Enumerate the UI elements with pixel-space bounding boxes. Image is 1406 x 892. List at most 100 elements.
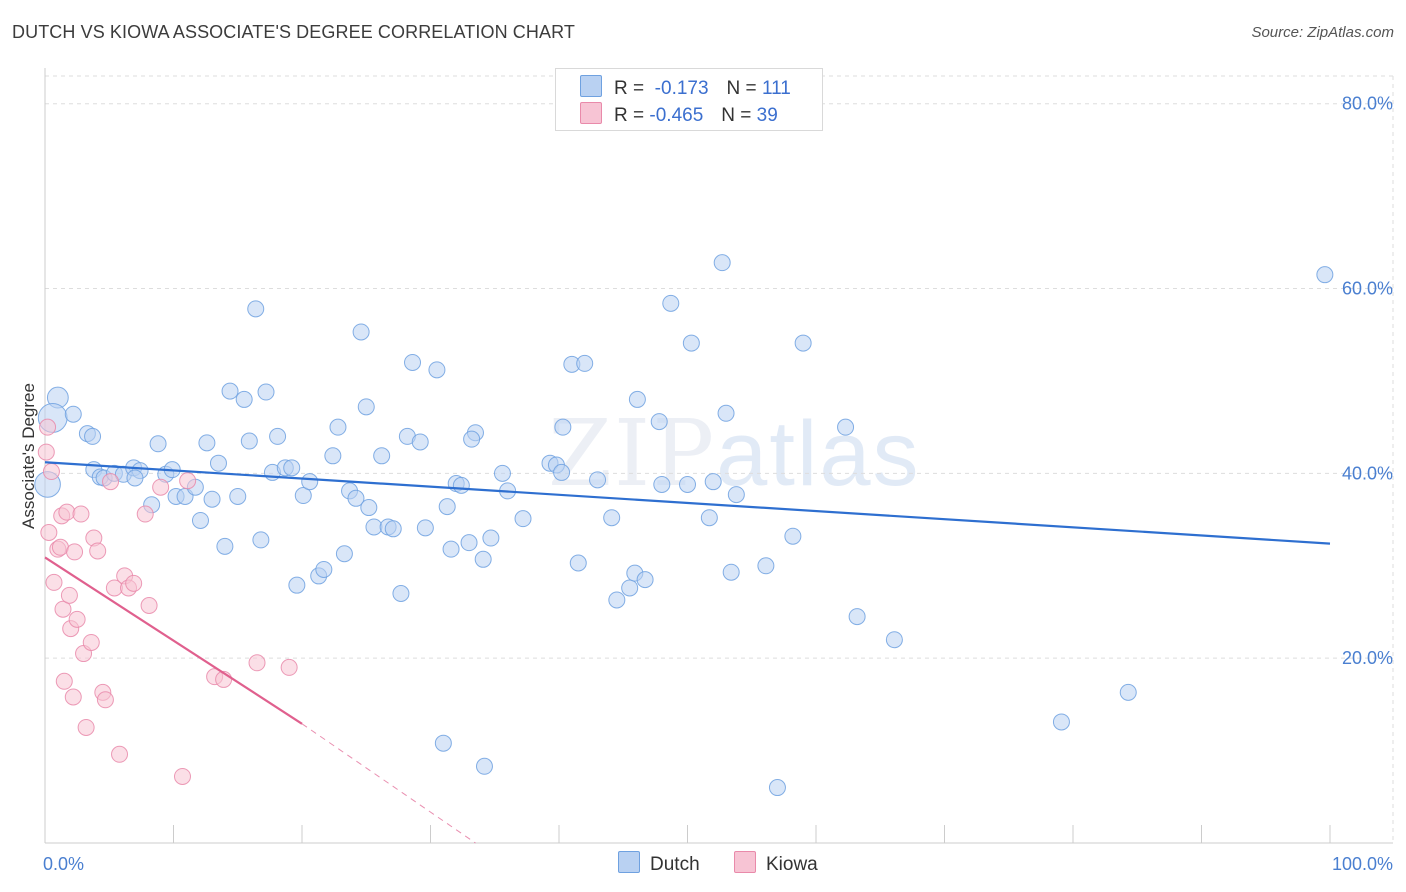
dutch-point	[463, 430, 481, 448]
y-tick-label: 20.0%	[1342, 648, 1393, 668]
dutch-point	[404, 353, 422, 371]
kiowa-point	[64, 688, 82, 706]
dutch-point	[727, 486, 745, 504]
dutch-point	[126, 469, 144, 487]
dutch-point	[682, 334, 700, 352]
kiowa-trend-extension	[301, 723, 476, 844]
dutch-point	[269, 427, 287, 445]
y-axis-label: Associate's Degree	[19, 383, 38, 529]
kiowa-point	[173, 767, 191, 785]
y-tick-label: 40.0%	[1342, 463, 1393, 483]
dutch-trend-line	[44, 461, 1331, 545]
kiowa-point	[51, 538, 69, 556]
kiowa-point	[40, 524, 58, 542]
dutch-point	[84, 427, 102, 445]
bottom-legend-dutch: Dutch	[618, 851, 700, 876]
dutch-point	[229, 487, 247, 505]
kiowa-point	[89, 542, 107, 560]
dutch-point	[240, 432, 258, 450]
legend-row-dutch: R = -0.173 N = 111	[580, 75, 791, 99]
legend-n-label: N =	[721, 105, 752, 126]
dutch-point	[650, 413, 668, 431]
dutch-point	[679, 475, 696, 493]
dutch-point	[514, 510, 532, 528]
kiowa-point	[102, 473, 120, 491]
dutch-point	[324, 447, 342, 465]
dutch-point	[428, 361, 446, 379]
kiowa-point	[42, 463, 60, 481]
kiowa-point	[111, 745, 129, 763]
legend-r-value: -0.465	[649, 105, 704, 126]
y-tick-label: 80.0%	[1342, 94, 1393, 114]
dutch-point	[589, 471, 607, 489]
kiowa-point	[54, 600, 72, 618]
dutch-point	[247, 300, 265, 318]
kiowa-point	[58, 503, 76, 521]
dutch-point	[837, 418, 855, 436]
dutch-point	[209, 454, 227, 472]
dutch-point	[482, 529, 500, 547]
dutch-point	[235, 390, 253, 408]
dutch-point	[347, 489, 365, 507]
kiowa-point	[66, 543, 84, 561]
kiowa-point	[37, 443, 55, 461]
dutch-point	[452, 476, 470, 494]
dutch-point	[722, 563, 740, 581]
y-tick-label: 60.0%	[1342, 279, 1393, 299]
kiowa-point	[68, 610, 86, 628]
legend-r-value: -0.173	[654, 78, 709, 99]
dutch-point	[257, 383, 275, 401]
dutch-point	[608, 591, 626, 609]
dutch-point	[434, 734, 452, 752]
kiowa-legend-label: Kiowa	[766, 854, 818, 875]
dutch-point	[365, 518, 383, 536]
kiowa-point	[39, 418, 57, 436]
dutch-point	[553, 463, 571, 481]
dutch-points	[34, 254, 1334, 797]
dutch-point	[360, 499, 378, 517]
kiowa-point	[125, 574, 143, 592]
dutch-point	[757, 557, 775, 575]
legend-row-kiowa: R = -0.465 N = 39	[580, 102, 778, 126]
dutch-point	[392, 584, 410, 602]
kiowa-point	[280, 658, 298, 676]
kiowa-point	[82, 633, 100, 651]
dutch-point	[474, 550, 492, 568]
dutch-point	[621, 579, 639, 597]
x-tick-label: 0.0%	[43, 854, 84, 874]
kiowa-point	[72, 505, 90, 523]
dutch-point	[352, 323, 370, 341]
dutch-point	[460, 534, 478, 552]
dutch-point	[442, 540, 460, 558]
dutch-point	[885, 631, 903, 649]
kiowa-legend-swatch	[734, 851, 756, 873]
dutch-point	[717, 404, 735, 422]
kiowa-trend-line	[44, 556, 303, 725]
dutch-point	[221, 382, 239, 400]
trend-lines	[44, 461, 1331, 844]
dutch-point	[700, 509, 718, 527]
dutch-swatch	[580, 75, 602, 97]
dutch-point	[301, 473, 319, 491]
kiowa-point	[179, 472, 197, 490]
chart-title: DUTCH VS KIOWA ASSOCIATE'S DEGREE CORREL…	[12, 22, 575, 42]
axis-labels: 20.0% 40.0% 60.0% 80.0% 0.0% 100.0% Associate'…	[19, 94, 1393, 874]
dutch-point	[493, 464, 511, 482]
dutch-point	[252, 531, 270, 549]
correlation-legend: R = -0.173 N = 111 R = -0.465 N = 39	[555, 68, 823, 131]
dutch-point	[713, 254, 731, 272]
kiowa-point	[96, 691, 114, 709]
dutch-point	[357, 398, 375, 416]
watermark-atlas: atlas	[716, 403, 921, 505]
kiowa-point	[136, 505, 154, 523]
dutch-point	[64, 405, 82, 423]
dutch-point	[203, 490, 221, 508]
dutch-point	[149, 435, 167, 453]
dutch-point	[848, 608, 866, 626]
dutch-point	[198, 434, 216, 452]
dutch-point	[1052, 713, 1070, 731]
dutch-point	[288, 576, 306, 594]
dutch-point	[653, 475, 671, 493]
dutch-point	[603, 509, 621, 527]
